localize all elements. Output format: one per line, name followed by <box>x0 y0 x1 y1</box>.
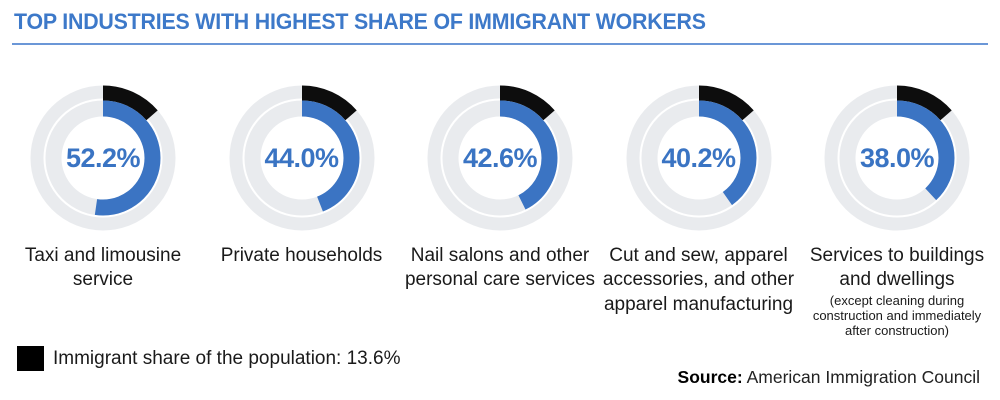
donut-svg <box>626 85 771 231</box>
industry-share-arc <box>244 100 359 216</box>
population-share-arc <box>824 85 970 231</box>
population-share-arc <box>30 85 176 231</box>
donut-svg <box>824 85 970 231</box>
industry-label: Private households <box>220 245 383 266</box>
donut-value: 44.0% <box>264 142 339 173</box>
legend: Immigrant share of the population: 13.6% <box>17 346 400 371</box>
donut-svg <box>229 85 374 231</box>
industry-share-arc <box>641 100 756 216</box>
industry-sublabel: (except cleaning during construction and… <box>812 292 982 339</box>
donut-charts-row: 52.2% Taxi and limousine service 44.0% P… <box>0 83 1000 339</box>
industry-column-taxi: 52.2% Taxi and limousine service <box>4 83 202 339</box>
donut-value: 52.2% <box>65 142 141 173</box>
industry-label: Nail salons and other personal care serv… <box>404 245 596 291</box>
industry-column-households: 44.0% Private households <box>203 83 401 339</box>
industry-share-arc <box>45 100 161 216</box>
industry-label: Taxi and limousine service <box>24 245 182 291</box>
header: TOP INDUSTRIES WITH HIGHEST SHARE OF IMM… <box>0 0 1000 35</box>
donut-value: 38.0% <box>859 142 935 173</box>
legend-label: Immigrant share of the population: 13.6% <box>53 347 401 369</box>
industry-label: Cut and sew, apparel accessories, and ot… <box>602 245 795 315</box>
source-line: Source: American Immigration Council <box>678 367 980 388</box>
donut-chart: 38.0% <box>822 83 972 233</box>
donut-chart: 40.2% <box>624 83 774 233</box>
donut-chart: 42.6% <box>425 83 575 233</box>
source-prefix: Source: <box>677 367 743 387</box>
donut-value: 42.6% <box>462 142 538 173</box>
legend-black-swatch <box>17 346 44 371</box>
donut-svg <box>30 85 176 231</box>
industry-share-arc <box>839 100 955 216</box>
industry-column-nail-salons: 42.6% Nail salons and other personal car… <box>401 83 599 339</box>
industry-share-arc <box>442 100 558 216</box>
donut-value: 40.2% <box>661 142 736 173</box>
title-underline <box>12 43 988 45</box>
population-share-arc <box>229 85 374 231</box>
industry-column-buildings: 38.0% Services to buildings and dwelling… <box>798 83 996 339</box>
population-share-arc <box>427 85 573 231</box>
donut-chart: 44.0% <box>227 83 377 233</box>
donut-svg <box>427 85 573 231</box>
population-share-arc <box>626 85 771 231</box>
page-title: TOP INDUSTRIES WITH HIGHEST SHARE OF IMM… <box>14 9 706 34</box>
industry-column-apparel: 40.2% Cut and sew, apparel accessories, … <box>600 83 798 339</box>
donut-chart: 52.2% <box>28 83 178 233</box>
source-text: American Immigration Council <box>742 367 980 387</box>
industry-label: Services to buildings and dwellings <box>809 245 985 291</box>
